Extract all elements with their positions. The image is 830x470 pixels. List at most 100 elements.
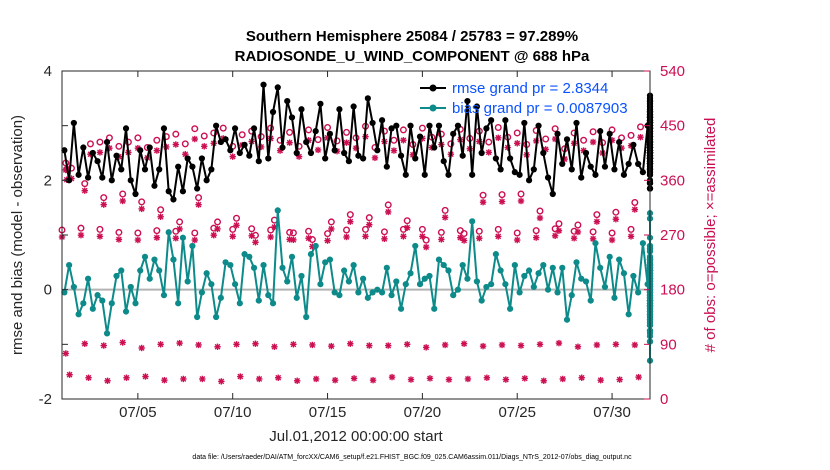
obs-assimilated-point <box>96 149 104 156</box>
obs-assimilated-point-stroke <box>97 233 103 240</box>
obs-assimilated-point-stroke <box>233 341 240 348</box>
obs-assimilated-point-stroke <box>104 377 111 384</box>
obs-assimilated-point-stroke <box>286 139 293 146</box>
bias-layer-point <box>236 300 243 307</box>
obs-possible-point <box>134 229 142 237</box>
obs-assimilated-point <box>608 236 616 244</box>
rmse-layer-point <box>620 171 628 178</box>
obs-possible-point <box>479 191 487 199</box>
rmse-layer-point <box>151 182 158 189</box>
obs-assimilated-point-stroke <box>119 198 126 204</box>
bias-layer-point <box>80 300 87 307</box>
obs-assimilated-point <box>438 236 445 243</box>
bias-layer-point <box>298 272 305 280</box>
obs-assimilated-point-stroke <box>218 378 225 385</box>
obs-assimilated-point-stroke <box>362 233 369 240</box>
obs-assimilated-point-stroke <box>502 376 509 383</box>
obs-assimilated-point <box>157 213 164 220</box>
rmse-layer-point <box>279 144 286 151</box>
bias-layer-point <box>94 292 101 299</box>
obs-assimilated-point <box>119 339 126 346</box>
rmse-layer-point <box>75 171 82 178</box>
bias-layer-point <box>141 253 149 260</box>
left-y-ticks: -2 0 2 4 <box>39 63 68 408</box>
obs-assimilated-point-stroke <box>296 153 302 160</box>
obs-assimilated-point-stroke <box>182 151 189 158</box>
obs-assimilated-point <box>252 340 259 347</box>
obs-assimilated-point-stroke <box>597 377 604 384</box>
rmse-layer-point <box>639 169 646 176</box>
obs-assimilated-point-stroke <box>438 236 445 243</box>
bias-layer-point <box>127 283 134 291</box>
right-y-tick-label: 180 <box>660 282 685 299</box>
rmse-layer-point <box>563 136 571 143</box>
obs-assimilated-point <box>138 205 145 213</box>
rmse-layer-point <box>464 97 471 105</box>
obs-assimilated-point <box>85 374 92 381</box>
legend-bias-marker <box>429 104 437 112</box>
x-ticks: 07/05 07/10 07/15 07/20 07/25 07/30 <box>119 71 631 421</box>
obs-assimilated-point <box>331 376 339 384</box>
obs-assimilated-point-stroke <box>631 206 638 213</box>
obs-possible-point <box>390 136 398 144</box>
obs-assimilated-point-stroke <box>210 232 217 239</box>
obs-assimilated-point-stroke <box>172 141 179 148</box>
obs-possible-point <box>67 164 75 172</box>
obs-possible-point <box>86 140 94 148</box>
obs-assimilated-point-stroke <box>616 376 623 383</box>
rmse-layer-point <box>511 169 518 176</box>
rmse-layer-point <box>170 196 177 203</box>
rmse-layer-point <box>70 119 77 127</box>
bias-layer-point <box>132 300 139 307</box>
obs-possible-point <box>176 218 184 226</box>
rmse-layer-point <box>194 185 201 192</box>
obs-possible-point <box>191 229 199 237</box>
obs-assimilated-point <box>347 340 354 347</box>
obs-possible-point <box>399 225 407 233</box>
obs-assimilated-point <box>312 375 320 383</box>
obs-possible-point <box>418 225 426 233</box>
obs-possible-point <box>238 131 246 139</box>
bias-layer-point <box>274 207 281 214</box>
obs-assimilated-point-stroke <box>328 226 335 232</box>
rmse-layer-point <box>573 119 580 127</box>
obs-assimilated-point <box>305 235 312 242</box>
obs-assimilated-point <box>597 376 604 384</box>
obs-assimilated-point-stroke <box>575 343 581 350</box>
obs-assimilated-point-stroke <box>385 209 392 215</box>
obs-assimilated-point <box>100 201 107 208</box>
obs-assimilated-point-stroke <box>256 376 263 382</box>
rmse-layer-point <box>269 108 277 116</box>
rmse-layer-point <box>137 147 144 154</box>
obs-assimilated-point-stroke <box>366 342 373 349</box>
rmse-layer-point <box>103 138 111 146</box>
obs-possible-point <box>172 227 180 235</box>
obs-assimilated-point <box>441 341 449 349</box>
obs-assimilated-point <box>123 374 130 381</box>
footer-data-file: data file: /Users/raeder/DAI/ATM_forcXX/… <box>192 454 632 461</box>
obs-assimilated-point-stroke <box>631 342 638 348</box>
obs-assimilated-point <box>390 147 398 154</box>
obs-assimilated-point <box>460 340 468 347</box>
rmse-layer-point <box>554 130 561 137</box>
obs-assimilated-point <box>517 197 525 205</box>
rmse-layer-point <box>250 125 258 132</box>
obs-possible-point <box>286 228 294 236</box>
rmse-layer-point <box>601 163 609 170</box>
rmse-layer-point <box>222 136 229 143</box>
rmse-layer-point <box>378 117 386 124</box>
obs-assimilated-point-stroke <box>275 374 282 381</box>
bias-layer-point <box>156 267 163 274</box>
obs-possible-point <box>513 229 521 237</box>
obs-possible-point <box>343 226 351 234</box>
obs-assimilated-point <box>100 342 107 349</box>
x-tick-label: 07/25 <box>498 404 536 421</box>
obs-possible-point <box>324 123 332 131</box>
bias-layer-point <box>454 286 462 293</box>
obs-assimilated-point-stroke <box>62 350 69 357</box>
bias-layer-point <box>146 275 153 282</box>
bias-layer-point <box>582 278 590 285</box>
right-y-tick-label: 450 <box>660 118 685 135</box>
obs-assimilated-point <box>81 187 88 194</box>
rmse-layer-point <box>113 152 120 159</box>
